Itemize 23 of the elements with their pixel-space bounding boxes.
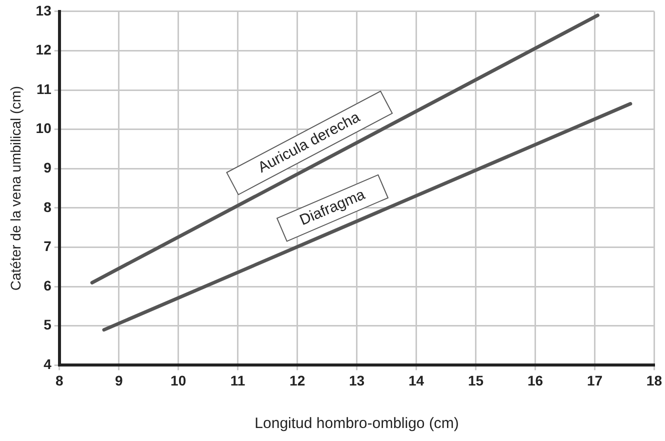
x-tick-label: 17 xyxy=(586,372,603,388)
x-tick-label: 10 xyxy=(170,372,186,388)
y-axis-title: Catéter de la vena umbilical (cm) xyxy=(7,86,24,291)
y-tick-label: 10 xyxy=(36,120,52,136)
y-tick-label: 6 xyxy=(44,277,52,294)
x-tick-label: 8 xyxy=(55,372,64,388)
y-tick-label: 4 xyxy=(44,356,52,372)
x-tick-label: 11 xyxy=(230,372,246,388)
x-tick-label: 14 xyxy=(408,372,424,388)
x-tick-label: 16 xyxy=(527,372,544,388)
y-tick-label: 11 xyxy=(36,80,52,97)
x-tick-label: 18 xyxy=(646,372,662,388)
y-tick-label: 13 xyxy=(36,2,52,18)
x-tick-label: 9 xyxy=(114,372,123,388)
y-tick-label: 5 xyxy=(44,316,52,333)
y-tick-label: 9 xyxy=(44,160,52,176)
x-tick-label: 13 xyxy=(349,372,365,388)
x-tick-label: 12 xyxy=(290,372,306,388)
x-axis-title: Longitud hombro-ombligo (cm) xyxy=(254,415,459,432)
y-tick-label: 12 xyxy=(36,42,52,58)
y-tick-label: 7 xyxy=(44,238,52,254)
x-tick-label: 15 xyxy=(468,372,484,388)
y-tick-label: 8 xyxy=(44,198,52,215)
